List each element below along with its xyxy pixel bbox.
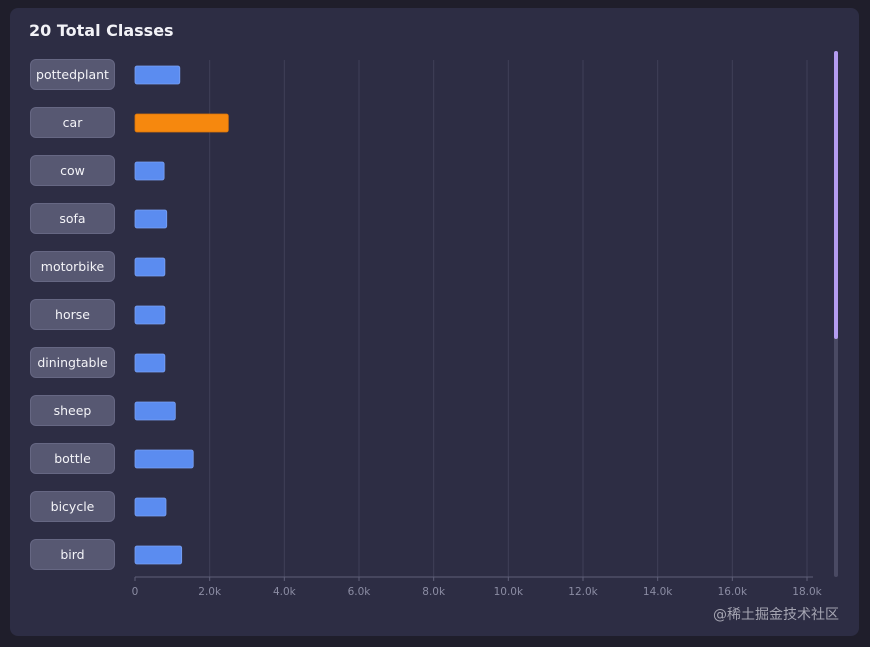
x-tick-label: 2.0k [198, 586, 222, 598]
category-chip-sheep[interactable]: sheep [30, 395, 115, 426]
x-tick-label: 4.0k [273, 586, 297, 598]
x-tick-label: 12.0k [568, 586, 598, 598]
bar-car[interactable] [134, 113, 229, 133]
x-tick-label: 14.0k [643, 586, 673, 598]
chart-title: 20 Total Classes [29, 21, 174, 40]
category-chip-car[interactable]: car [30, 107, 115, 138]
x-tick-label: 18.0k [792, 586, 822, 598]
category-chip-bottle[interactable]: bottle [30, 443, 115, 474]
category-chip-horse[interactable]: horse [30, 299, 115, 330]
bar-bottle[interactable] [134, 449, 194, 469]
bar-pottedplant[interactable] [134, 65, 181, 85]
bar-cow[interactable] [134, 161, 165, 181]
bar-chart: 0 2.0k 4.0k 6.0k 8.0k 10.0k 12.0k 14.0k 16.0k 18.… [132, 60, 823, 598]
bar-diningtable[interactable] [134, 353, 166, 373]
x-tick-label: 6.0k [348, 586, 372, 598]
scrollbar-thumb[interactable] [834, 51, 838, 339]
bar-bird[interactable] [134, 545, 183, 565]
chart-panel: 20 Total Classes pottedplant car cow sofa mo… [10, 8, 859, 636]
x-tick-label: 0 [132, 586, 139, 598]
bar-motorbike[interactable] [134, 257, 166, 277]
bar-sofa[interactable] [134, 209, 168, 229]
bar-sheep[interactable] [134, 401, 176, 421]
category-chip-pottedplant[interactable]: pottedplant [30, 59, 115, 90]
category-chip-diningtable[interactable]: diningtable [30, 347, 115, 378]
category-chip-bird[interactable]: bird [30, 539, 115, 570]
bar-bicycle[interactable] [134, 497, 167, 517]
x-tick-label: 8.0k [422, 586, 446, 598]
category-chip-bicycle[interactable]: bicycle [30, 491, 115, 522]
x-tick-label: 10.0k [494, 586, 524, 598]
bar-horse[interactable] [134, 305, 166, 325]
x-tick-label: 16.0k [718, 586, 748, 598]
category-chip-sofa[interactable]: sofa [30, 203, 115, 234]
scrollbar[interactable] [834, 51, 838, 577]
watermark: @稀土掘金技术社区 [713, 607, 839, 623]
category-chip-motorbike[interactable]: motorbike [30, 251, 115, 282]
category-chip-cow[interactable]: cow [30, 155, 115, 186]
